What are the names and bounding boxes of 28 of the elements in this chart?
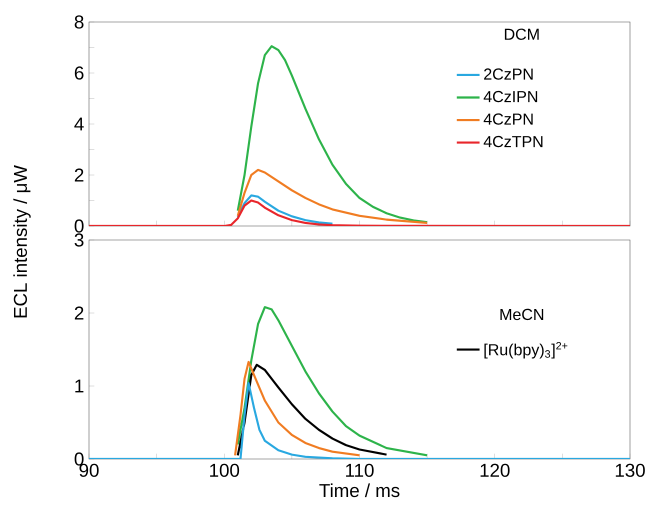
y-tick-label: 2	[74, 306, 84, 320]
x-tick-label: 100	[210, 464, 240, 477]
line-series	[236, 45, 428, 224]
line-series	[236, 364, 388, 456]
line-series	[236, 194, 334, 225]
x-tick-label: 130	[616, 464, 645, 477]
y-tick-label: 1	[75, 380, 84, 392]
x-axis-title: Time / ms	[319, 483, 400, 498]
y-axis-title: ECL intensity / μW	[13, 165, 31, 318]
line-series	[236, 306, 428, 456]
legend-label: 4CzTPN	[484, 136, 542, 148]
y-tick-label: 6	[74, 66, 84, 80]
annotation: MeCN	[500, 308, 544, 320]
y-tick-label: 4	[74, 118, 84, 130]
y-tick-label: 0	[74, 219, 84, 233]
x-tick-label: 90	[80, 464, 99, 477]
y-tick-label: 0	[74, 452, 84, 466]
x-tick-label: 110	[346, 464, 374, 477]
annotation: DCM	[504, 28, 539, 40]
legend-label: 4CzPN	[484, 113, 533, 125]
legend-label: 4CzIPN	[484, 90, 538, 102]
y-tick-label: 2	[74, 168, 84, 182]
legend-label: 2CzPN	[484, 68, 533, 80]
line-series	[234, 360, 361, 456]
y-tick-label: 8	[74, 15, 84, 29]
x-tick-label: 120	[480, 464, 510, 477]
legend-label: [Ru(bpy)$_{3}$]$^{2+}$	[484, 342, 568, 359]
y-tick-label: 3	[74, 233, 84, 247]
